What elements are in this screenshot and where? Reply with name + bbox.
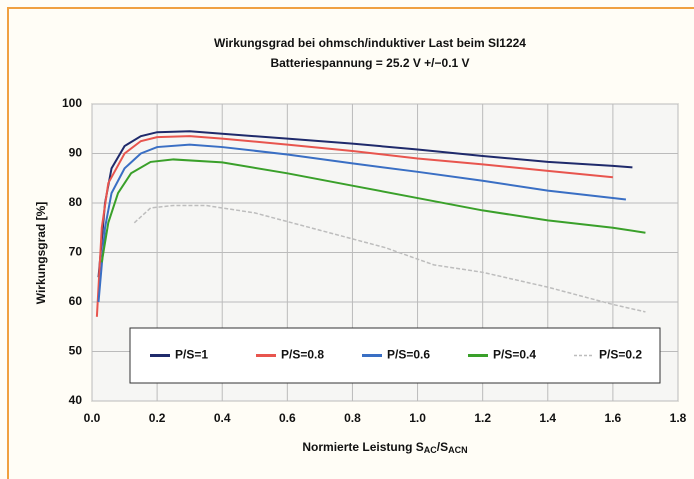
x-tick-label: 1.2 bbox=[474, 411, 491, 425]
x-tick-label: 1.4 bbox=[539, 411, 556, 425]
y-tick-label: 100 bbox=[62, 96, 82, 110]
y-tick-label: 60 bbox=[69, 294, 83, 308]
y-tick-label: 70 bbox=[69, 245, 83, 259]
x-tick-label: 1.6 bbox=[605, 411, 622, 425]
legend-label: P/S=0.8 bbox=[281, 348, 324, 362]
x-axis-label: Normierte Leistung SAC/SACN bbox=[302, 440, 467, 455]
x-tick-label: 0.0 bbox=[84, 411, 101, 425]
y-axis-label: Wirkungsgrad [%] bbox=[34, 202, 48, 305]
y-tick-label: 80 bbox=[69, 195, 83, 209]
series-line bbox=[133, 204, 646, 313]
series-line bbox=[97, 143, 627, 303]
x-tick-label: 0.2 bbox=[149, 411, 166, 425]
series-line bbox=[97, 130, 633, 278]
x-label-part: Normierte Leistung S bbox=[302, 440, 423, 454]
y-tick-label: 90 bbox=[69, 146, 83, 160]
x-label-part: ACN bbox=[448, 445, 468, 455]
x-label-part: AC bbox=[424, 445, 437, 455]
series-line bbox=[95, 135, 613, 317]
x-tick-label: 0.6 bbox=[279, 411, 296, 425]
legend-label: P/S=0.4 bbox=[493, 348, 536, 362]
series-line bbox=[100, 158, 646, 263]
legend-label: P/S=0.6 bbox=[387, 348, 430, 362]
y-tick-label: 40 bbox=[69, 393, 83, 407]
x-label-part: /S bbox=[437, 440, 448, 454]
legend-box bbox=[129, 327, 661, 384]
x-tick-label: 1.8 bbox=[670, 411, 687, 425]
legend-label: P/S=1 bbox=[175, 348, 208, 362]
chart-title: Wirkungsgrad bei ohmsch/induktiver Last … bbox=[214, 36, 526, 50]
x-tick-label: 1.0 bbox=[409, 411, 426, 425]
x-tick-label: 0.4 bbox=[214, 411, 231, 425]
x-tick-label: 0.8 bbox=[344, 411, 361, 425]
chart-subtitle: Batteriespannung = 25.2 V +/−0.1 V bbox=[270, 56, 469, 70]
frame bbox=[7, 7, 694, 479]
legend-label: P/S=0.2 bbox=[599, 348, 642, 362]
y-tick-label: 50 bbox=[69, 344, 83, 358]
